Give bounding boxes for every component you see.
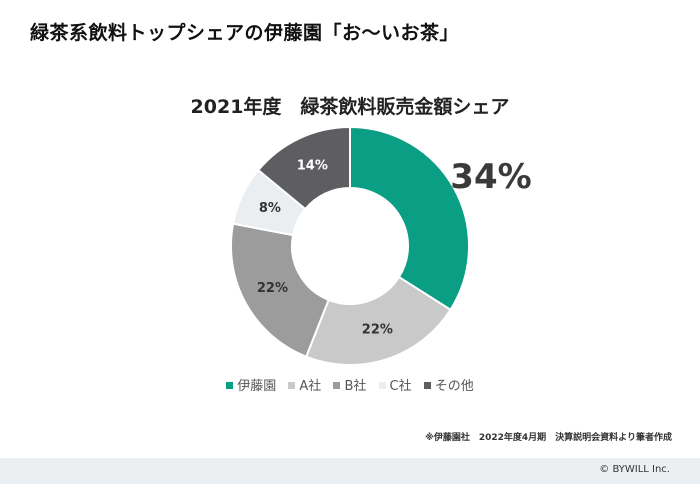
slice-label-company-a: 22% [362, 323, 393, 338]
source-note: ※伊藤園社 2022年度4月期 決算説明会資料より筆者作成 [425, 433, 672, 443]
slice-label-itoen: 34% [450, 157, 531, 197]
slice-others [256, 125, 351, 211]
slice-itoen [349, 125, 470, 312]
legend-item-itoen: 伊藤園 [226, 375, 276, 394]
legend-swatch-company-a [288, 382, 296, 389]
legend-item-company-c: C社 [378, 375, 412, 394]
copyright: © BYWILL Inc. [599, 464, 670, 475]
legend-item-company-b: B社 [333, 375, 366, 394]
legend-label-company-a: A社 [299, 379, 322, 394]
footer-bar: © BYWILL Inc. [0, 458, 700, 484]
slice-label-company-c: 8% [259, 201, 281, 216]
legend-item-others: その他 [423, 375, 474, 394]
legend-swatch-company-c [378, 382, 386, 389]
legend-swatch-itoen [226, 382, 234, 389]
legend-item-company-a: A社 [288, 375, 321, 394]
legend-label-itoen: 伊藤園 [237, 379, 277, 394]
legend-swatch-company-b [333, 382, 341, 389]
slide-title: 緑茶系飲料トップシェアの伊藤園「お～いお茶」 [30, 22, 460, 44]
legend-swatch-others [423, 382, 431, 389]
chart-legend: 伊藤園 A社 B社 C社 その他 [0, 375, 700, 394]
slice-label-others: 14% [297, 158, 328, 173]
slice-label-company-b: 22% [257, 281, 288, 296]
slice-company-b [230, 222, 330, 358]
legend-label-company-c: C社 [389, 379, 412, 394]
slice-company-a [304, 275, 452, 366]
legend-label-others: その他 [434, 379, 474, 394]
chart-title: 2021年度 緑茶飲料販売金額シェア [190, 96, 510, 118]
legend-label-company-b: B社 [344, 379, 367, 394]
